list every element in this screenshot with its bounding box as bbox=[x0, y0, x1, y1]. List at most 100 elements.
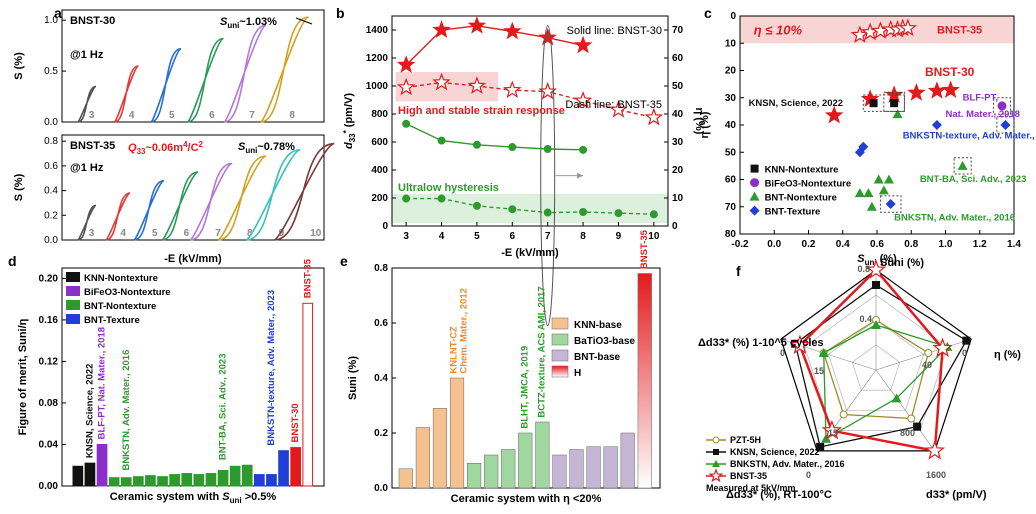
data-point bbox=[878, 185, 889, 195]
data-point bbox=[437, 136, 446, 145]
bar bbox=[569, 449, 584, 489]
tick-label: 800 bbox=[371, 109, 388, 120]
bar-label: BNST-35 bbox=[639, 229, 650, 269]
tick-label: 0.4 bbox=[44, 186, 58, 197]
data-point bbox=[927, 81, 947, 99]
legend-label: BNT-Nontexture bbox=[84, 301, 156, 312]
bar bbox=[398, 468, 413, 489]
q33-annotation: Q33~0.06m4/C2 bbox=[128, 140, 204, 156]
y-axis-label: S (%) bbox=[13, 52, 25, 80]
legend-swatch bbox=[551, 333, 569, 346]
data-point bbox=[883, 174, 894, 184]
legend-swatch bbox=[551, 317, 569, 330]
loop-label: 5 bbox=[169, 110, 175, 121]
legend-swatch bbox=[66, 314, 80, 324]
data-point bbox=[924, 349, 933, 358]
strain-loop bbox=[77, 204, 97, 241]
tick-label: 0.20 bbox=[39, 273, 59, 284]
legend-label: BNT-Texture bbox=[765, 207, 821, 218]
loop-label: 5 bbox=[152, 228, 158, 239]
tick-label: 600 bbox=[371, 137, 388, 148]
bar bbox=[145, 475, 156, 487]
tick-label: 4 bbox=[439, 231, 445, 242]
legend-marker bbox=[750, 178, 760, 188]
data-point bbox=[907, 414, 916, 423]
bar-label: BNKSTN, Adv. Mater., 2016 bbox=[121, 350, 132, 471]
bar bbox=[120, 477, 132, 487]
bar bbox=[266, 474, 277, 487]
radar-axis bbox=[875, 338, 972, 371]
legend-label: BNT-Texture bbox=[84, 315, 140, 326]
strain-loop bbox=[217, 155, 267, 241]
y-axis-label-right: η (%) bbox=[693, 108, 705, 135]
tick-label: 0.6 bbox=[374, 318, 388, 329]
legend-label: BiFeO3-Nontexture bbox=[765, 179, 852, 190]
data-point bbox=[891, 393, 902, 403]
bar bbox=[620, 432, 635, 489]
strain-loop bbox=[105, 192, 131, 241]
data-point bbox=[913, 422, 922, 431]
tick-label: 0.16 bbox=[39, 315, 59, 326]
data-point bbox=[543, 208, 552, 217]
loop-label: 10 bbox=[310, 228, 322, 239]
data-point bbox=[472, 140, 481, 149]
arrow-head bbox=[577, 172, 584, 179]
strain-loop bbox=[223, 24, 267, 123]
annotation: KNSN, Science, 2022 bbox=[749, 98, 844, 109]
bar bbox=[254, 474, 265, 487]
data-point bbox=[898, 18, 918, 37]
data-point bbox=[957, 160, 968, 170]
legend-swatch bbox=[66, 272, 80, 282]
legend-swatch bbox=[66, 300, 80, 310]
bar bbox=[535, 421, 550, 489]
bar-label: Chem. Mater., 2012 bbox=[458, 288, 469, 374]
data-point bbox=[432, 20, 451, 38]
tick-label: 10 bbox=[725, 38, 737, 49]
bar bbox=[193, 474, 205, 487]
tick-label: 40 bbox=[725, 120, 737, 131]
data-point bbox=[573, 90, 593, 109]
highlight-box bbox=[992, 97, 1012, 115]
tick-label: 800 bbox=[900, 428, 915, 438]
radar-axis bbox=[875, 369, 936, 452]
loop-label: 4 bbox=[120, 228, 126, 239]
legend-note: Measured at 5kV/mm bbox=[706, 483, 796, 493]
band-label: η ≤ 10% bbox=[754, 23, 803, 38]
bar-label: BNST-30 bbox=[290, 403, 301, 442]
bar bbox=[133, 476, 144, 487]
tick-label: 0.4 bbox=[836, 239, 850, 250]
tick-label: 0.4 bbox=[859, 314, 872, 324]
radar-grid bbox=[780, 269, 972, 452]
bar bbox=[586, 446, 601, 489]
y-axis-label-left: d33* (pm/V) bbox=[342, 93, 357, 149]
highlight-box bbox=[883, 91, 905, 112]
tick-label: 0.4 bbox=[374, 373, 388, 384]
annotation-hysteresis: Ultralow hysteresis bbox=[398, 182, 499, 194]
tick-label: 1600 bbox=[926, 470, 946, 480]
data-point bbox=[865, 259, 887, 279]
legend-swatch bbox=[66, 286, 80, 296]
legend-label: KNSN, Science, 2022 bbox=[730, 447, 820, 457]
annotation: BNT-BA, Sci. Adv., 2023 bbox=[920, 174, 1027, 185]
legend-marker bbox=[749, 205, 760, 216]
tick-label: 0.6 bbox=[870, 239, 884, 250]
bar-label: KNLNT-CZ bbox=[448, 326, 459, 374]
data-point bbox=[437, 194, 446, 203]
bar bbox=[278, 450, 289, 487]
bar-label: BNST-35 bbox=[302, 258, 313, 298]
highlight-hysteresis bbox=[392, 193, 668, 224]
legend-marker bbox=[750, 164, 759, 173]
annotation: BNKSTN, Adv. Mater., 2016 bbox=[894, 212, 1015, 223]
tick-label: 0.5 bbox=[44, 66, 58, 77]
data-point bbox=[932, 337, 953, 358]
data-point bbox=[962, 336, 971, 345]
loop-label: 4 bbox=[129, 110, 135, 121]
axis-label-delta-rt: Δd33* (%), RT-100°C bbox=[726, 489, 832, 501]
radar-series bbox=[823, 324, 949, 440]
data-point bbox=[396, 77, 416, 96]
data-point bbox=[854, 188, 865, 198]
tick-label: 50 bbox=[725, 147, 737, 158]
data-point bbox=[503, 80, 522, 99]
x-axis-label: Ceramic system with Suni >0.5% bbox=[110, 491, 277, 505]
